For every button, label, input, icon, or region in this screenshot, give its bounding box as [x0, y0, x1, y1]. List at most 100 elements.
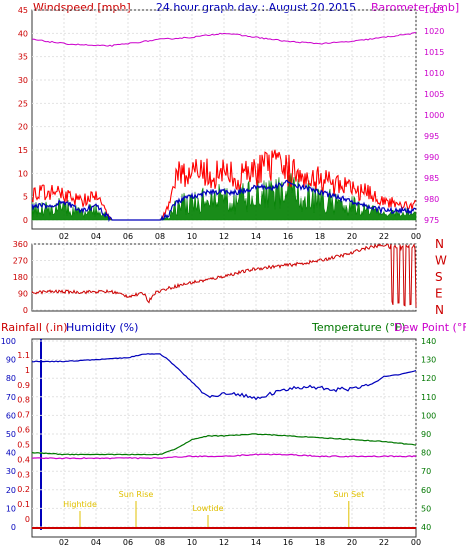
humidity-tick-label: 0 — [11, 523, 16, 532]
humidity-tick-label: 50 — [6, 430, 16, 439]
barometer-tick-label: 1020 — [424, 27, 444, 36]
event-label: Sun Set — [333, 490, 364, 499]
x-tick-label-top: 12 — [219, 232, 229, 241]
rainfall-axis-title: Rainfall (.in) — [1, 321, 68, 334]
tick-labels: 0202040406060808101012121414161618182020… — [1, 6, 447, 547]
temperature-tick-label: 120 — [421, 374, 436, 383]
windspeed-tick-label: 0 — [23, 216, 28, 225]
windspeed-tick-label: 30 — [18, 76, 28, 85]
barometer-tick-label: 1000 — [424, 111, 444, 120]
barometer-tick-label: 995 — [424, 132, 439, 141]
windspeed-tick-label: 15 — [18, 146, 28, 155]
x-tick-label-top: 00 — [411, 232, 421, 241]
humidity-series — [31, 353, 417, 401]
temperature-series — [31, 433, 417, 456]
rainfall-tick-label: 0.1 — [17, 500, 30, 509]
barometer-tick-label: 1010 — [424, 69, 444, 78]
barometer-tick-label: 975 — [424, 216, 439, 225]
direction-tick-label: 360 — [13, 240, 28, 249]
temperature-tick-label: 70 — [421, 467, 431, 476]
direction-tick-label: 180 — [13, 273, 28, 282]
temperature-tick-label: 60 — [421, 486, 431, 495]
x-tick-label-bottom: 06 — [123, 538, 133, 547]
x-tick-label-top: 16 — [283, 232, 293, 241]
barometer-series — [31, 32, 417, 47]
humidity-tick-label: 40 — [6, 449, 16, 458]
dew-point-series — [31, 453, 417, 460]
x-tick-label-top: 04 — [91, 232, 101, 241]
grid-lines — [32, 9, 417, 528]
windspeed-tick-label: 25 — [18, 99, 28, 108]
wind-direction-series — [31, 243, 417, 308]
direction-tick-label: 0 — [23, 306, 28, 315]
rainfall-tick-label: 0 — [25, 515, 30, 524]
temperature-tick-label: 140 — [421, 337, 436, 346]
x-tick-label-bottom: 00 — [411, 538, 421, 547]
rainfall-tick-label: 0.5 — [17, 440, 30, 449]
windspeed-tick-label: 10 — [18, 169, 28, 178]
graph-title: 24 hour graph day : August 20 2015 — [156, 1, 356, 14]
average-wind-series — [31, 179, 417, 223]
x-tick-label-bottom: 02 — [59, 538, 69, 547]
windspeed-tick-label: 20 — [18, 123, 28, 132]
humidity-tick-label: 90 — [6, 356, 16, 365]
barometer-tick-label: 1015 — [424, 48, 444, 57]
x-tick-label-bottom: 12 — [219, 538, 229, 547]
temperature-tick-label: 100 — [421, 411, 436, 420]
windspeed-tick-label: 35 — [18, 53, 28, 62]
compass-label: N — [435, 237, 444, 251]
compass-label: E — [435, 287, 443, 301]
temperature-tick-label: 50 — [421, 504, 431, 513]
barometer-tick-label: 1025 — [424, 6, 444, 15]
dew-point-axis-title: Dew Point (°F) — [394, 321, 466, 334]
windspeed-tick-label: 45 — [18, 6, 28, 15]
x-tick-label-top: 20 — [347, 232, 357, 241]
humidity-tick-label: 100 — [1, 337, 16, 346]
compass-label: N — [435, 303, 444, 317]
rainfall-tick-label: 0.7 — [17, 411, 30, 420]
windspeed-tick-label: 40 — [18, 29, 28, 38]
windspeed-series — [31, 149, 417, 221]
temperature-tick-label: 90 — [421, 430, 431, 439]
wind-green-series — [31, 173, 417, 221]
x-tick-label-top: 06 — [123, 232, 133, 241]
x-tick-label-bottom: 20 — [347, 538, 357, 547]
x-tick-label-top: 10 — [187, 232, 197, 241]
rainfall-tick-label: 0.2 — [17, 485, 30, 494]
x-tick-label-top: 14 — [251, 232, 261, 241]
x-tick-label-bottom: 14 — [251, 538, 261, 547]
x-tick-label-bottom: 10 — [187, 538, 197, 547]
x-tick-label-bottom: 18 — [315, 538, 325, 547]
rainfall-tick-label: 0.4 — [17, 455, 30, 464]
humidity-axis-title: Humidity (%) — [66, 321, 138, 334]
temperature-tick-label: 110 — [421, 393, 436, 402]
rainfall-tick-label: 0.8 — [17, 396, 30, 405]
temperature-tick-label: 130 — [421, 356, 436, 365]
compass-label: S — [435, 270, 443, 284]
rainfall-tick-label: 0.3 — [17, 470, 30, 479]
rainfall-tick-label: 1 — [25, 366, 30, 375]
chart-marks — [31, 32, 417, 529]
temperature-axis-title: Temperature (°F) — [311, 321, 406, 334]
barometer-tick-label: 990 — [424, 153, 439, 162]
compass-label: W — [435, 254, 447, 268]
barometer-tick-label: 1005 — [424, 90, 444, 99]
windspeed-axis-title: Windspeed [mph] — [33, 1, 131, 14]
x-tick-label-top: 08 — [155, 232, 165, 241]
direction-tick-label: 90 — [18, 290, 28, 299]
x-tick-label-bottom: 04 — [91, 538, 101, 547]
windspeed-tick-label: 5 — [23, 193, 28, 202]
humidity-tick-label: 70 — [6, 393, 16, 402]
direction-tick-label: 270 — [13, 257, 28, 266]
humidity-tick-label: 30 — [6, 467, 16, 476]
humidity-tick-label: 20 — [6, 486, 16, 495]
x-tick-label-bottom: 16 — [283, 538, 293, 547]
x-tick-label-bottom: 22 — [379, 538, 389, 547]
x-tick-label-top: 02 — [59, 232, 69, 241]
temperature-tick-label: 40 — [421, 523, 431, 532]
humidity-tick-label: 60 — [6, 411, 16, 420]
humidity-tick-label: 80 — [6, 374, 16, 383]
rainfall-tick-label: 0.6 — [17, 426, 30, 435]
